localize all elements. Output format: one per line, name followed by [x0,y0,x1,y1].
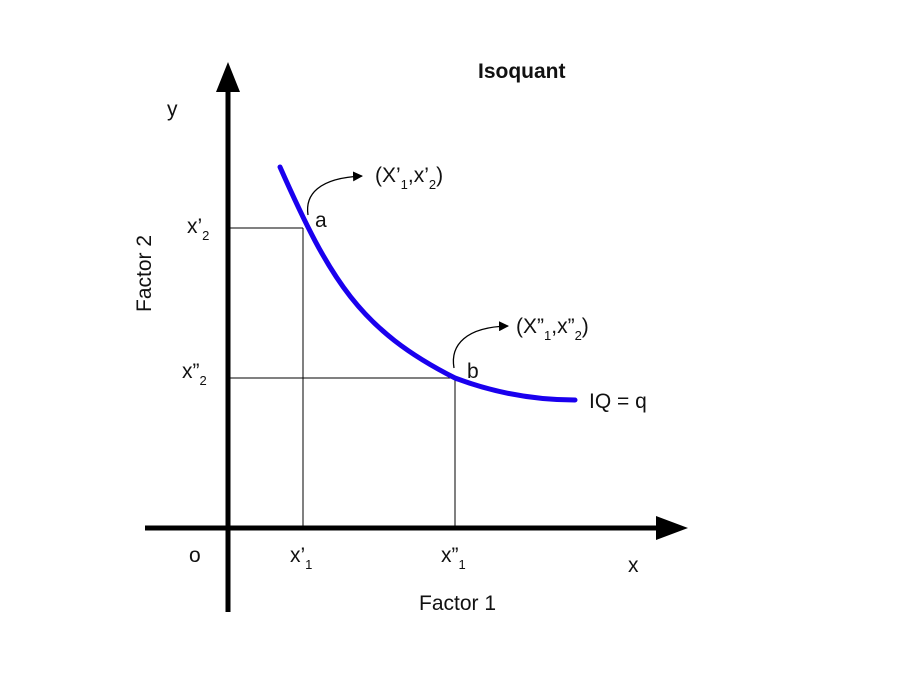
isoquant-curve [277,164,578,403]
diagram-title: Isoquant [478,60,566,83]
y-axis-arrowhead [216,62,240,92]
tick-x2-prime: x’2 [187,215,209,243]
point-b-annotation-arrow [452,321,509,369]
tick-x1-double-prime: x”1 [441,544,466,572]
x-axis-name: Factor 1 [419,592,496,615]
x-axis-letter: x [628,554,639,577]
origin-label: o [189,544,201,567]
y-axis-name: Factor 2 [133,235,156,312]
point-a-coordinates: (X’1,x’2) [375,164,443,192]
x-axis-arrowhead [656,516,688,540]
point-b-coordinates: (X”1,x”2) [516,315,589,343]
point-a-annotation-arrow [306,171,363,216]
tick-x2-double-prime: x”2 [182,360,207,388]
y-axis-letter: y [167,98,178,121]
point-b-label: b [467,360,479,383]
tick-x1-prime: x’1 [290,544,312,572]
point-a-label: a [315,209,327,232]
curve-label: IQ = q [589,390,647,413]
